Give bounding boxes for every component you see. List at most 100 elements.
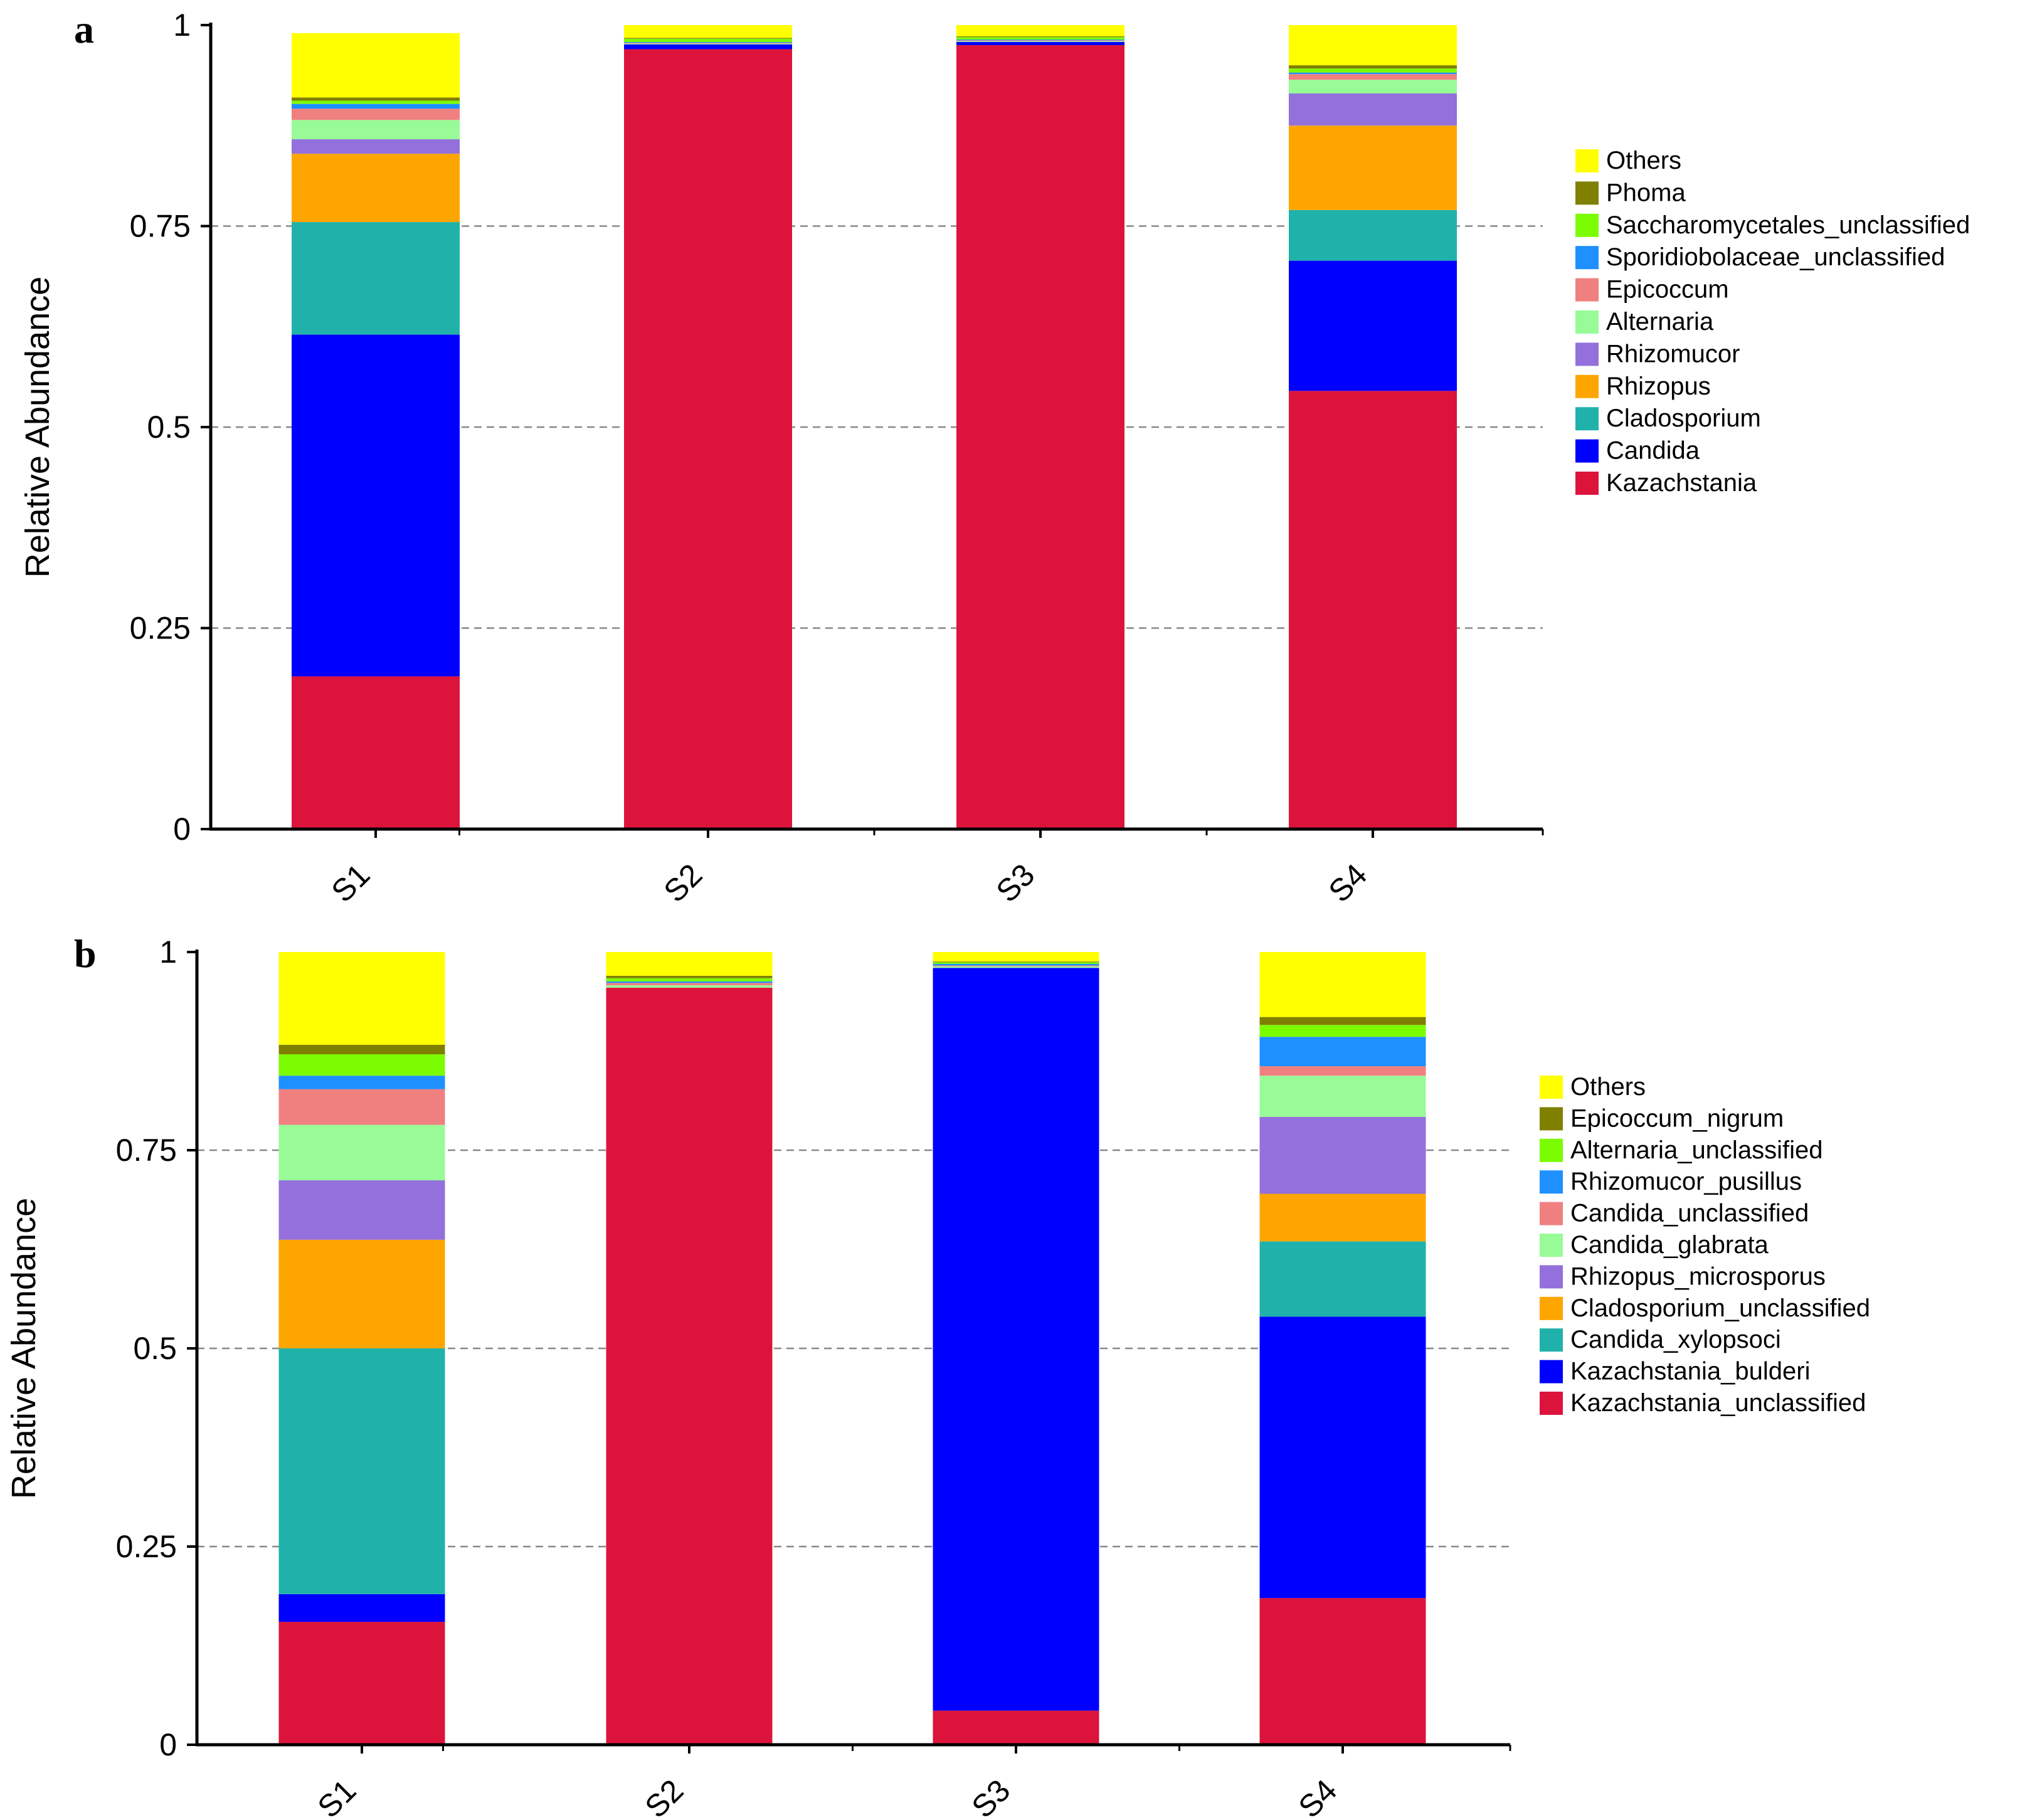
bar-segment	[606, 978, 773, 981]
legend-label: Rhizomucor	[1606, 340, 1740, 368]
bar-segment	[278, 1239, 445, 1348]
bar-segment	[278, 1076, 445, 1089]
bar-segment	[292, 676, 460, 829]
bar-segment	[1259, 1193, 1426, 1242]
panel-b-label: b	[74, 931, 97, 976]
bar-segment	[1289, 260, 1457, 391]
panel-a: a 0 0.25 0.5 0.75 1 S1 S2 S3 S4 Relative Abundanc…	[19, 7, 1970, 909]
legend-swatch	[1575, 149, 1599, 172]
bar-segment	[1259, 1025, 1426, 1037]
bar-segment	[278, 1054, 445, 1076]
bar-segment	[1259, 1017, 1426, 1025]
bar-segment	[292, 108, 460, 120]
bar-segment	[624, 49, 792, 830]
y-tick-label: 0	[159, 1727, 177, 1762]
bar-segment	[278, 1044, 445, 1055]
bar-segment	[606, 952, 773, 976]
legend-swatch	[1575, 213, 1599, 237]
bar-segment	[933, 962, 1099, 964]
bar-segment	[1259, 1316, 1426, 1599]
bar-segment	[956, 40, 1124, 41]
bar-segment	[933, 966, 1099, 968]
legend-label: Alternaria_unclassified	[1570, 1136, 1822, 1164]
y-axis-label: Relative Abundance	[19, 277, 56, 578]
y-tick-label: 1	[173, 8, 191, 43]
bar-segment	[606, 983, 773, 986]
bar-segment	[1289, 80, 1457, 93]
legend-label: Cladosporium	[1606, 405, 1761, 432]
legend-label: Epicoccum	[1606, 276, 1729, 304]
bar-segment	[1289, 209, 1457, 261]
bar-segment	[624, 43, 792, 45]
bar-segment	[1259, 952, 1426, 1017]
legend-swatch	[1540, 1170, 1563, 1194]
legend-label: Epicoccum_nigrum	[1570, 1104, 1784, 1132]
legend-swatch	[1575, 472, 1599, 495]
bar-segment	[956, 37, 1124, 40]
x-tick-label: S4	[1322, 857, 1374, 909]
bar-segment	[606, 987, 773, 1745]
bar-segment	[292, 100, 460, 104]
y-tick-label: 1	[159, 934, 177, 970]
bar-segment	[278, 1180, 445, 1240]
legend-swatch	[1575, 310, 1599, 334]
y-tick-label: 0.5	[147, 410, 191, 445]
bar-segment	[1289, 74, 1457, 80]
legend-swatch	[1540, 1107, 1563, 1131]
legend-swatch	[1575, 407, 1599, 431]
panel-b: b 0 0.25 0.5 0.75 1 S1 S2 S3 S4 Relative Abundanc…	[5, 931, 1870, 1820]
x-tick-label: S1	[325, 857, 377, 909]
bar-segment	[624, 44, 792, 50]
bar-segment	[956, 45, 1124, 829]
legend-swatch	[1540, 1138, 1563, 1162]
legend-label: Kazachstania_unclassified	[1570, 1389, 1866, 1417]
x-tick-label: S3	[965, 1773, 1017, 1820]
bar-segment	[1259, 1598, 1426, 1745]
legend-label: Others	[1570, 1073, 1646, 1101]
y-tick-label: 0	[173, 812, 191, 847]
bar-segment	[606, 975, 773, 978]
legend-swatch	[1540, 1234, 1563, 1257]
y-tick-label: 0.5	[133, 1331, 177, 1366]
bar-segment	[278, 1124, 445, 1181]
bar-segment	[624, 25, 792, 38]
bar-segment	[1259, 1116, 1426, 1194]
y-tick-label: 0.25	[116, 1529, 177, 1564]
bar-segment	[1289, 391, 1457, 829]
bar-segment	[1289, 65, 1457, 69]
bar-segment	[1289, 25, 1457, 66]
legend-label: Candida_glabrata	[1570, 1231, 1769, 1259]
legend-swatch	[1540, 1265, 1563, 1289]
bar-segment	[292, 154, 460, 223]
x-tick-label: S2	[638, 1773, 690, 1820]
y-axis-label: Relative Abundance	[5, 1198, 43, 1499]
legend-swatch	[1540, 1296, 1563, 1320]
x-tick-label: S3	[990, 857, 1042, 909]
bar-segment	[278, 1594, 445, 1622]
legend-label: Others	[1606, 147, 1681, 174]
legend-swatch	[1540, 1392, 1563, 1415]
bar-segment	[624, 41, 792, 43]
bar-segment	[292, 139, 460, 154]
bar-segment	[292, 334, 460, 677]
legend-swatch	[1575, 342, 1599, 366]
legend-label: Kazachstania_bulderi	[1570, 1358, 1810, 1385]
legend-swatch	[1575, 246, 1599, 270]
bar-segment	[956, 41, 1124, 46]
bar-segment	[292, 103, 460, 109]
bar-segment	[956, 25, 1124, 36]
bar-segment	[278, 1622, 445, 1745]
legend-swatch	[1575, 374, 1599, 398]
bar-segment	[292, 97, 460, 101]
legend-label: Rhizomucor_pusillus	[1570, 1168, 1802, 1195]
legend-label: Candida	[1606, 437, 1700, 465]
bar-segment	[292, 120, 460, 140]
bar-segment	[1259, 1241, 1426, 1317]
legend-swatch	[1575, 181, 1599, 205]
legend-swatch	[1540, 1360, 1563, 1384]
x-tick-label: S2	[657, 857, 709, 909]
bar-segment	[1289, 125, 1457, 210]
y-tick-label: 0.25	[130, 611, 191, 646]
x-tick-label: S4	[1292, 1773, 1344, 1820]
